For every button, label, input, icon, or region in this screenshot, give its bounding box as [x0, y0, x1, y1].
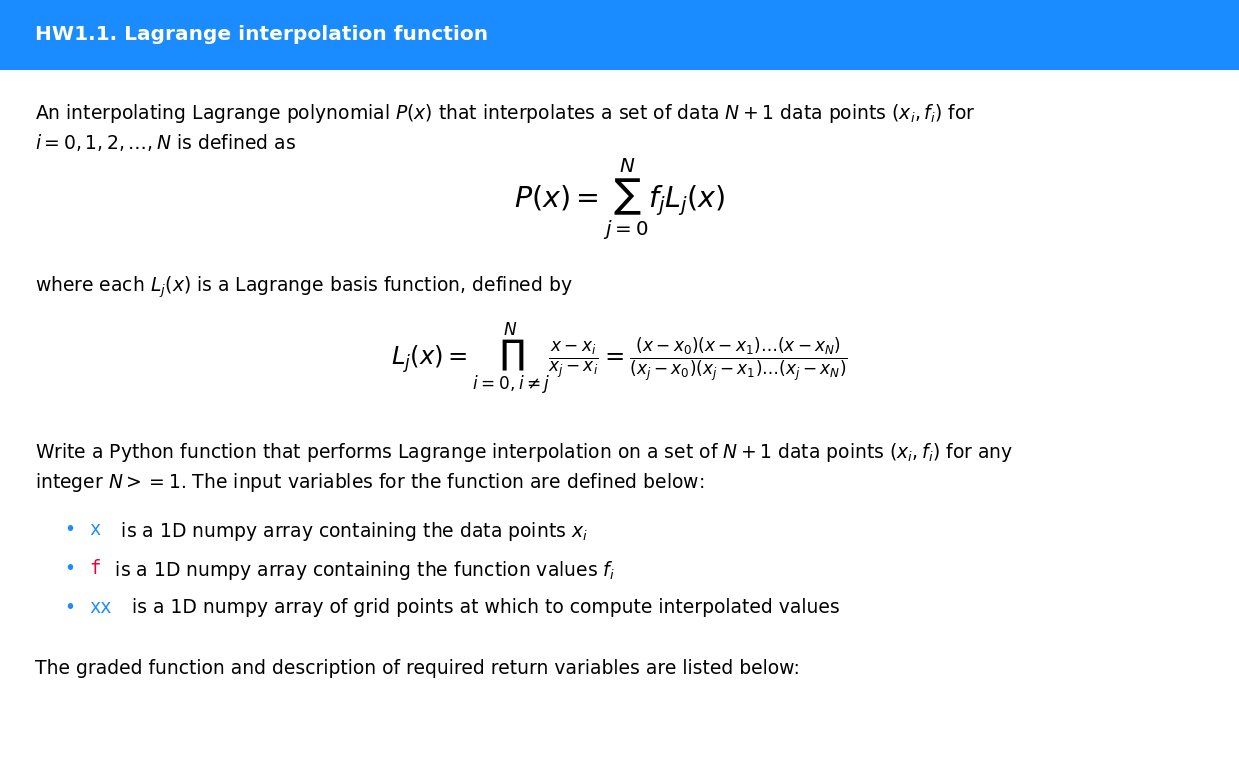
Text: •: •	[64, 559, 76, 578]
Text: x: x	[89, 520, 100, 539]
Text: f: f	[89, 559, 100, 578]
Text: •: •	[64, 598, 76, 617]
Text: is a 1D numpy array containing the function values $f_i$: is a 1D numpy array containing the funct…	[109, 559, 615, 582]
Text: is a 1D numpy array of grid points at which to compute interpolated values: is a 1D numpy array of grid points at wh…	[126, 598, 840, 617]
Text: where each $L_j(x)$ is a Lagrange basis function, defined by: where each $L_j(x)$ is a Lagrange basis …	[35, 275, 572, 300]
Text: xx: xx	[89, 598, 112, 617]
Text: $i = 0, 1, 2, \ldots, N$ is defined as: $i = 0, 1, 2, \ldots, N$ is defined as	[35, 132, 296, 152]
Text: integer $N >= 1$. The input variables for the function are defined below:: integer $N >= 1$. The input variables fo…	[35, 471, 704, 494]
Text: •: •	[64, 520, 76, 539]
Text: HW1.1. Lagrange interpolation function: HW1.1. Lagrange interpolation function	[35, 26, 488, 44]
Bar	[0, 0, 1239, 70]
Text: An interpolating Lagrange polynomial $P(x)$ that interpolates a set of data $N+1: An interpolating Lagrange polynomial $P(…	[35, 102, 975, 125]
Text: $P(x) = \sum_{j=0}^{N} f_j L_j(x)$: $P(x) = \sum_{j=0}^{N} f_j L_j(x)$	[514, 157, 725, 242]
Text: $L_j(x) = \prod_{i=0,i\neq j}^{N} \frac{x - x_i}{x_j - x_i} = \frac{(x-x_0)(x-x_: $L_j(x) = \prod_{i=0,i\neq j}^{N} \frac{…	[392, 320, 847, 396]
Text: The graded function and description of required return variables are listed belo: The graded function and description of r…	[35, 659, 799, 679]
Text: is a 1D numpy array containing the data points $x_i$: is a 1D numpy array containing the data …	[115, 520, 589, 543]
Text: Write a Python function that performs Lagrange interpolation on a set of $N+1$ d: Write a Python function that performs La…	[35, 441, 1014, 464]
